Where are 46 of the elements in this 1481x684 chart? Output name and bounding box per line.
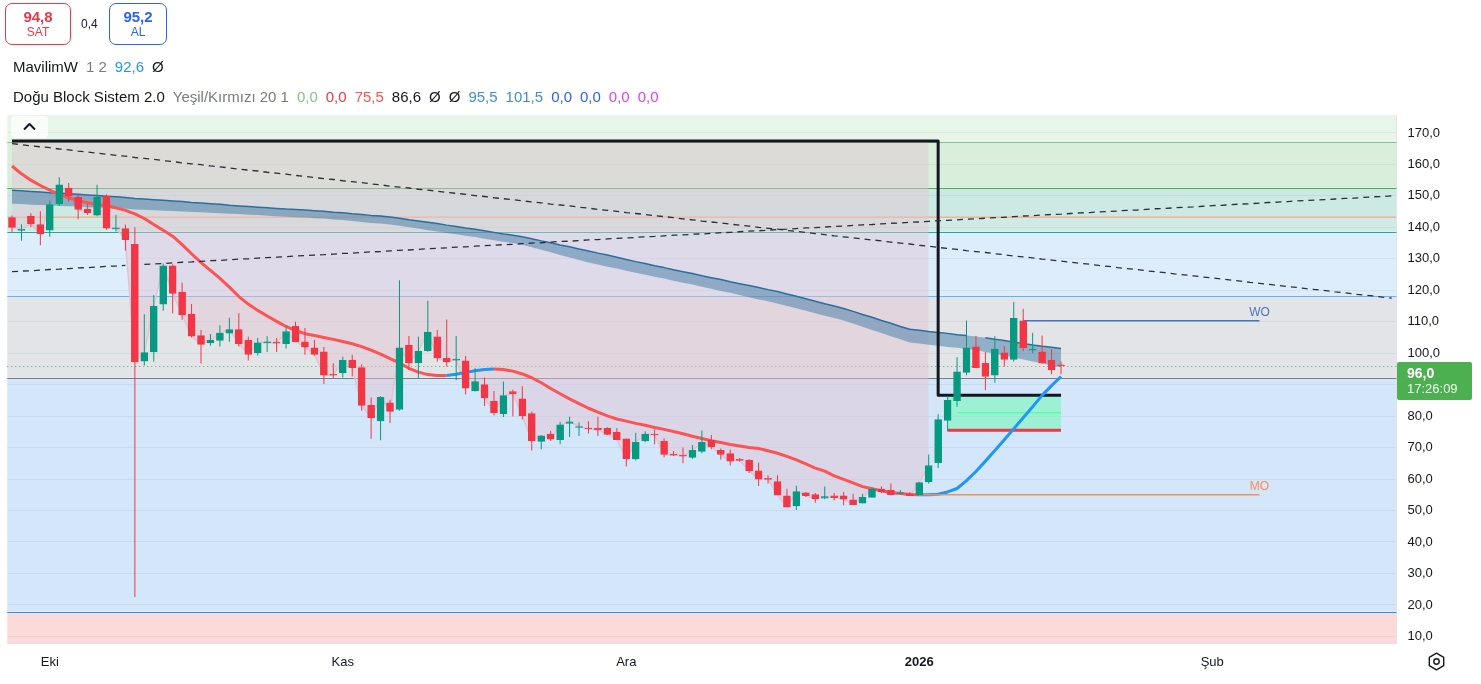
text: Yeşil/Kırmızı 20 1 bbox=[172, 88, 289, 105]
text: 0,0 bbox=[608, 88, 630, 105]
text: 86,6 bbox=[391, 88, 422, 105]
text: Ø bbox=[152, 58, 164, 75]
text: 0,0 bbox=[551, 88, 572, 105]
series-label: WO bbox=[1249, 305, 1270, 320]
y-tick-label: 150,0 bbox=[1407, 187, 1441, 203]
ref-line-label: 96,0 bbox=[1407, 364, 1436, 381]
price-tag: 96,0 17:26:09 bbox=[1397, 361, 1472, 400]
x-tick-label: Eki bbox=[40, 654, 59, 670]
y-tick-label: 60,0 bbox=[1407, 470, 1433, 486]
text: MavilimW bbox=[13, 58, 78, 75]
text: Ø bbox=[448, 88, 461, 105]
y-tick-label: 10,0 bbox=[1407, 627, 1433, 643]
x-tick-label: Şub bbox=[1200, 654, 1224, 670]
text: 75,5 bbox=[354, 88, 384, 105]
y-tick-label: 140,0 bbox=[1407, 218, 1441, 234]
series-label: MO bbox=[1249, 479, 1270, 494]
x-tick-label: Ara bbox=[616, 654, 638, 670]
text: 0,0 bbox=[637, 88, 659, 105]
text: 0,0 bbox=[296, 88, 318, 105]
text: Ø bbox=[429, 88, 441, 105]
y-tick-label: 130,0 bbox=[1407, 250, 1441, 266]
x-tick-label: 2026 bbox=[904, 654, 934, 670]
text: 0,0 bbox=[580, 88, 601, 105]
y-tick-label: 70,0 bbox=[1407, 439, 1433, 455]
y-tick-label: 30,0 bbox=[1407, 565, 1433, 581]
text: 0,4 bbox=[81, 17, 98, 31]
text: 101,5 bbox=[505, 88, 544, 105]
text: 1 2 bbox=[86, 58, 107, 75]
text: 95,5 bbox=[468, 88, 498, 105]
y-tick-label: 20,0 bbox=[1407, 596, 1433, 612]
sell-button: 94,8 SAT bbox=[5, 3, 71, 45]
text: Doğu Block Sistem 2.0 bbox=[13, 88, 165, 105]
y-tick-label: 160,0 bbox=[1407, 155, 1441, 171]
y-tick-label: 40,0 bbox=[1407, 533, 1433, 549]
y-tick-label: 80,0 bbox=[1407, 407, 1433, 423]
y-tick-label: 110,0 bbox=[1407, 313, 1440, 329]
y-tick-label: 170,0 bbox=[1407, 124, 1441, 140]
y-tick-label: 100,0 bbox=[1407, 344, 1441, 360]
y-tick-label: 50,0 bbox=[1407, 502, 1433, 518]
text: 92,6 bbox=[114, 58, 145, 75]
x-tick-label: Kas bbox=[331, 654, 355, 670]
buy-button: 95,2 AL bbox=[109, 3, 167, 45]
y-tick-label: 120,0 bbox=[1407, 281, 1441, 297]
text: 0,0 bbox=[325, 88, 347, 105]
